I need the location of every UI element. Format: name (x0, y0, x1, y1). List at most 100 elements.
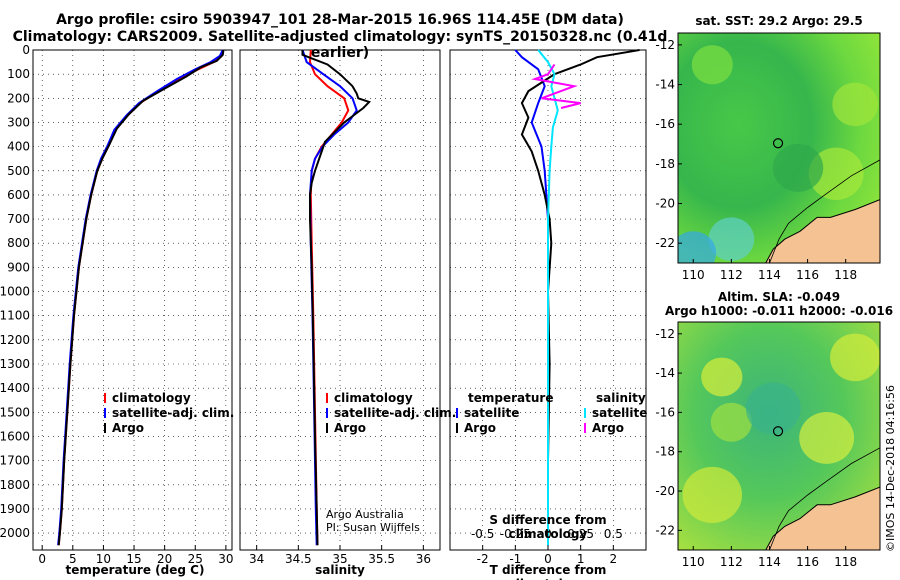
series-s-satellite (537, 49, 559, 546)
sst-y-tick-label: -18 (655, 157, 675, 171)
x-tick-label: 1 (577, 552, 585, 566)
sst-profile-marker (772, 138, 784, 149)
timestamp-stamp: ©IMOS 14-Dec-2018 04:16:56 (884, 385, 897, 552)
legend-swatch (584, 408, 586, 418)
sla-x-tick-label: 114 (758, 555, 781, 569)
sst-x-tick-label: 112 (720, 268, 743, 282)
y-tick-label: 1700 (0, 454, 30, 468)
sla-patch (701, 357, 743, 397)
y-tick-label: 2000 (0, 526, 30, 540)
x-tick-label: 25 (188, 552, 203, 566)
sst-patch (678, 231, 717, 263)
difference-legend-temperature: temperature satellite Argo (456, 391, 553, 436)
legend-title-salinity: salinity (596, 391, 646, 405)
y-tick-label: 1500 (0, 405, 30, 419)
sla-x-tick-label: 110 (682, 555, 705, 569)
x-tick-label: 15 (126, 552, 141, 566)
legend-item-s-argo: Argo (584, 421, 647, 436)
sla-x-tick-label: 118 (834, 555, 857, 569)
legend-item-climatology: climatology (104, 391, 234, 406)
series-s-argo (531, 63, 581, 109)
y-tick-label: 0 (22, 43, 30, 57)
sst-map-title: sat. SST: 29.2 Argo: 29.5 (695, 14, 863, 28)
x2-tick-label: -0.25 (500, 527, 531, 541)
series-argo (301, 50, 372, 546)
legend-item-argo: Argo (326, 421, 456, 436)
sst-patch (832, 82, 879, 127)
legend-swatch (584, 423, 586, 433)
sla-land (765, 486, 880, 550)
sst-patch (708, 217, 755, 262)
series-argo (57, 49, 225, 546)
sst-patch (691, 45, 733, 85)
legend-swatch (326, 408, 328, 418)
salinity-legend: climatology satellite-adj. clim. Argo (326, 391, 456, 436)
sla-map (678, 322, 880, 550)
series-climatology (57, 49, 225, 546)
sst-patch (772, 143, 824, 192)
sst-y-tick-label: -22 (655, 236, 675, 250)
legend-swatch (104, 393, 106, 403)
x-tick-label: 34 (249, 552, 264, 566)
series-t-satellite (514, 49, 549, 546)
legend-title-temperature: temperature (468, 391, 554, 405)
sst-y-tick-label: -12 (655, 38, 675, 52)
x-tick-label: 35 (332, 552, 347, 566)
legend-swatch (456, 408, 458, 418)
sla-y-tick-label: -16 (655, 405, 675, 419)
sla-y-tick-label: -12 (655, 327, 675, 341)
sla-patch (682, 466, 743, 524)
x-tick-label: 34.5 (285, 552, 312, 566)
sst-land (765, 199, 880, 263)
sla-map-title2: Argo h1000: -0.011 h2000: -0.016 (664, 304, 894, 318)
x-tick-label: 20 (157, 552, 172, 566)
legend-item-argo: Argo (104, 421, 234, 436)
legend-swatch (456, 423, 458, 433)
y-tick-label: 200 (7, 91, 30, 105)
temperature-xlabel: temperature (deg C) (65, 563, 205, 577)
legend-item-satellite: satellite-adj. clim. (104, 406, 234, 421)
sla-profile-marker (772, 426, 784, 437)
sla-y-tick-label: -14 (655, 366, 675, 380)
figure-title: Argo profile: csiro 5903947_101 28-Mar-2… (56, 12, 624, 28)
attribution-note: Argo Australia PI: Susan Wijffels (326, 508, 420, 534)
difference-xlabel: T difference from climatology (489, 563, 607, 580)
sla-y-tick-label: -22 (655, 523, 675, 537)
y-tick-label: 1800 (0, 478, 30, 492)
difference-xlabel2: S difference from climatology (489, 513, 607, 541)
difference-legend-salinity: salinity satellite Argo (584, 391, 647, 436)
x-tick-label: 0 (38, 552, 46, 566)
sla-patch (799, 412, 855, 464)
x-tick-label: 5 (69, 552, 77, 566)
sst-patch (808, 147, 864, 200)
x-tick-label: 10 (96, 552, 111, 566)
y-tick-label: 100 (7, 67, 30, 81)
y-tick-label: 300 (7, 115, 30, 129)
legend-item-satellite: satellite-adj. clim. (326, 406, 456, 421)
sst-x-tick-label: 116 (796, 268, 819, 282)
y-tick-label: 400 (7, 140, 30, 154)
y-tick-label: 1100 (0, 309, 30, 323)
y-tick-label: 1200 (0, 333, 30, 347)
figure-subtitle: Climatology: CARS2009. Satellite-adjuste… (12, 29, 668, 61)
x-tick-label: 36 (416, 552, 431, 566)
y-tick-label: 1900 (0, 502, 30, 516)
sst-frame (677, 32, 881, 264)
x-tick-label: 2 (610, 552, 618, 566)
legend-swatch (104, 408, 106, 418)
sst-y-tick-label: -20 (655, 197, 675, 211)
x2-tick-label: -0.5 (471, 527, 494, 541)
sla-patch (745, 382, 801, 435)
y-tick-label: 900 (7, 260, 30, 274)
series-satellite-adj-clim- (301, 49, 358, 546)
salinity-xlabel: salinity (315, 563, 365, 577)
sla-x-tick-label: 116 (796, 555, 819, 569)
y-tick-label: 800 (7, 236, 30, 250)
legend-swatch (104, 423, 106, 433)
sst-x-tick-label: 118 (834, 268, 857, 282)
legend-swatch (326, 393, 328, 403)
x-tick-label: 30 (218, 552, 233, 566)
x2-tick-label: 0.5 (604, 527, 623, 541)
plot-frame (32, 49, 233, 551)
